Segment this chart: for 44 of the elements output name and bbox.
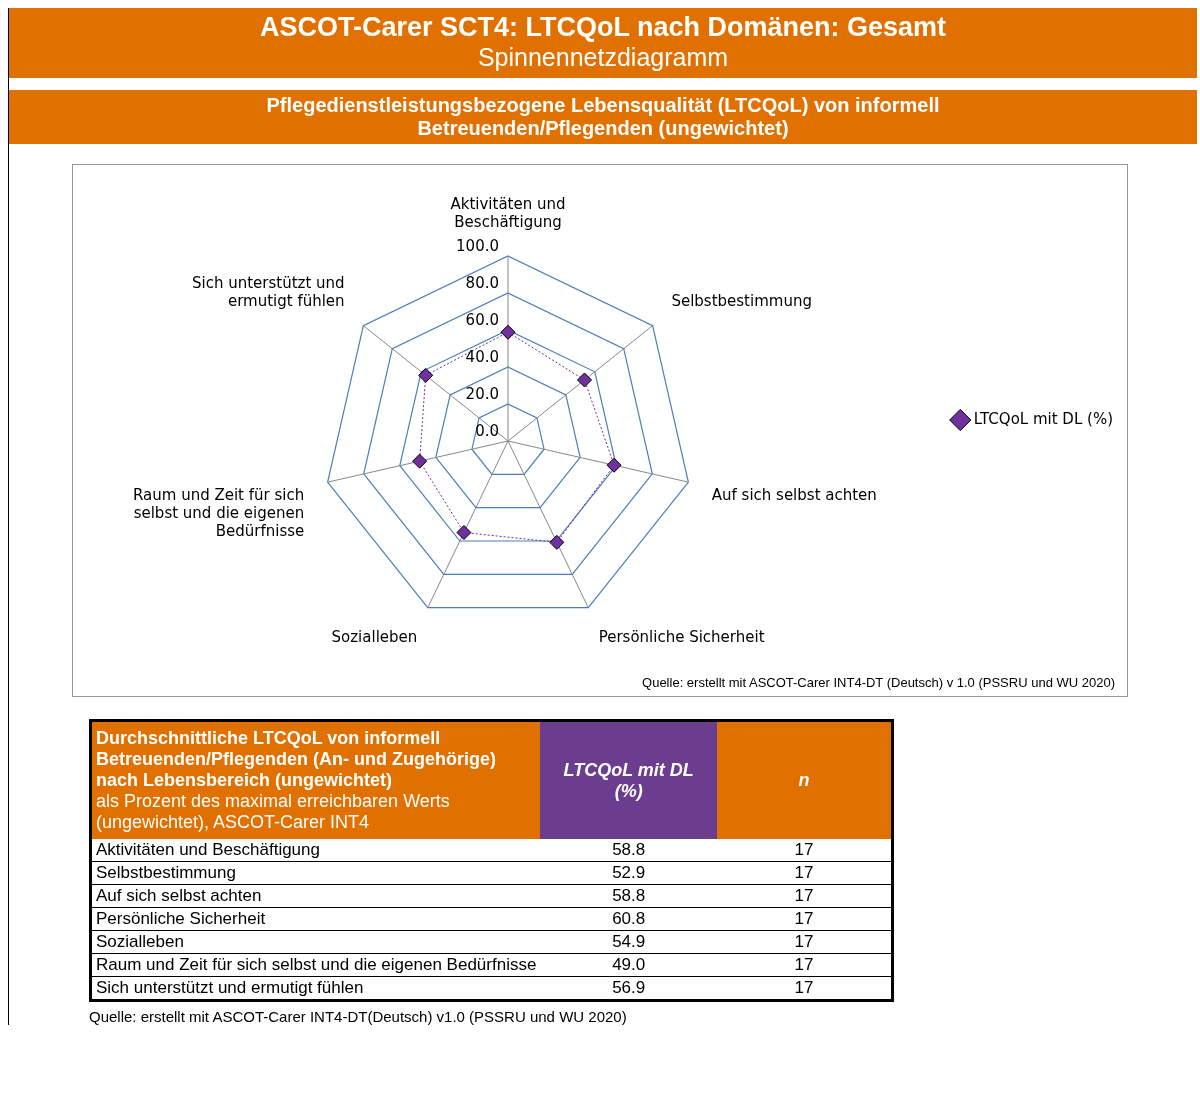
y-tick-label: 0.0: [475, 422, 499, 441]
text: als Prozent des maximal erreichbaren Werts (ungewichtet), ASCOT-Carer INT4: [96, 791, 451, 833]
category-label: Sozialleben: [90, 930, 541, 954]
data-label: 58.8: [540, 839, 718, 862]
data-label: 17: [717, 976, 893, 1001]
data-label: 17: [717, 953, 893, 977]
spoke-label: Sozialleben: [331, 628, 418, 647]
category-label: Auf sich selbst achten: [90, 884, 541, 908]
category-label: Aktivitäten und Beschäftigung: [90, 839, 541, 862]
category-label: Persönliche Sicherheit: [90, 907, 541, 931]
spoke-label: Selbstbestimmung: [671, 291, 812, 310]
text: n: [717, 720, 893, 839]
spoke-label: Persönliche Sicherheit: [598, 628, 765, 647]
legend-label: LTCQoL mit DL (%): [973, 409, 1113, 428]
data-label: 17: [717, 861, 893, 885]
y-tick-label: 80.0: [465, 274, 499, 293]
data-label: 60.8: [540, 907, 718, 931]
chart-subtitle: Spinnennetzdiagramm: [476, 43, 730, 72]
spoke-label: Raum und Zeit für sich selbst und die eigenen Bedürfnisse: [132, 486, 305, 541]
text: Pflegedienstleistungsbezogene Lebensqualität (LTCQoL) von informell Betreuenden/Pflegenden (ungewichtet): [9, 90, 1197, 144]
spoke-label: Sich unterstützt und ermutigt fühlen: [191, 273, 345, 310]
data-label: 17: [717, 884, 893, 908]
y-tick-label: 60.0: [465, 311, 499, 330]
source-note: Quelle: erstellt mit ASCOT-Carer INT4-DT (Deutsch) v 1.0 (PSSRU und WU 2020): [641, 675, 1116, 692]
data-label: 49.0: [540, 953, 718, 977]
y-tick-label: 40.0: [465, 348, 499, 367]
data-label: 17: [717, 907, 893, 931]
data-label: 58.8: [540, 884, 718, 908]
text: LTCQoL mit DL (%): [540, 720, 718, 839]
data-label: 52.9: [540, 861, 718, 885]
category-label: Sich unterstützt und ermutigt fühlen: [90, 976, 541, 1001]
text: Durchschnittliche LTCQoL von informell Betreuenden/Pflegenden (An- und Zugehörige) nach Lebensbereich (ungewichtet): [96, 728, 497, 791]
data-label: 17: [717, 839, 893, 862]
data-label: 17: [717, 930, 893, 954]
source-note: Quelle: erstellt mit ASCOT-Carer INT4-DT(Deutsch) v1.0 (PSSRU und WU 2020): [89, 1008, 628, 1025]
chart-title: ASCOT-Carer SCT4: LTCQoL nach Domänen: Gesamt: [258, 12, 948, 43]
data-label: 56.9: [540, 976, 718, 1001]
category-label: Raum und Zeit für sich selbst und die eigenen Bedürfnisse: [90, 953, 541, 977]
data-label: 54.9: [540, 930, 718, 954]
category-label: Selbstbestimmung: [90, 861, 541, 885]
y-tick-label: 100.0: [456, 237, 499, 256]
y-tick-label: 20.0: [465, 385, 499, 404]
spoke-label: Aktivitäten und Beschäftigung: [450, 194, 566, 231]
spoke-label: Auf sich selbst achten: [711, 486, 877, 505]
